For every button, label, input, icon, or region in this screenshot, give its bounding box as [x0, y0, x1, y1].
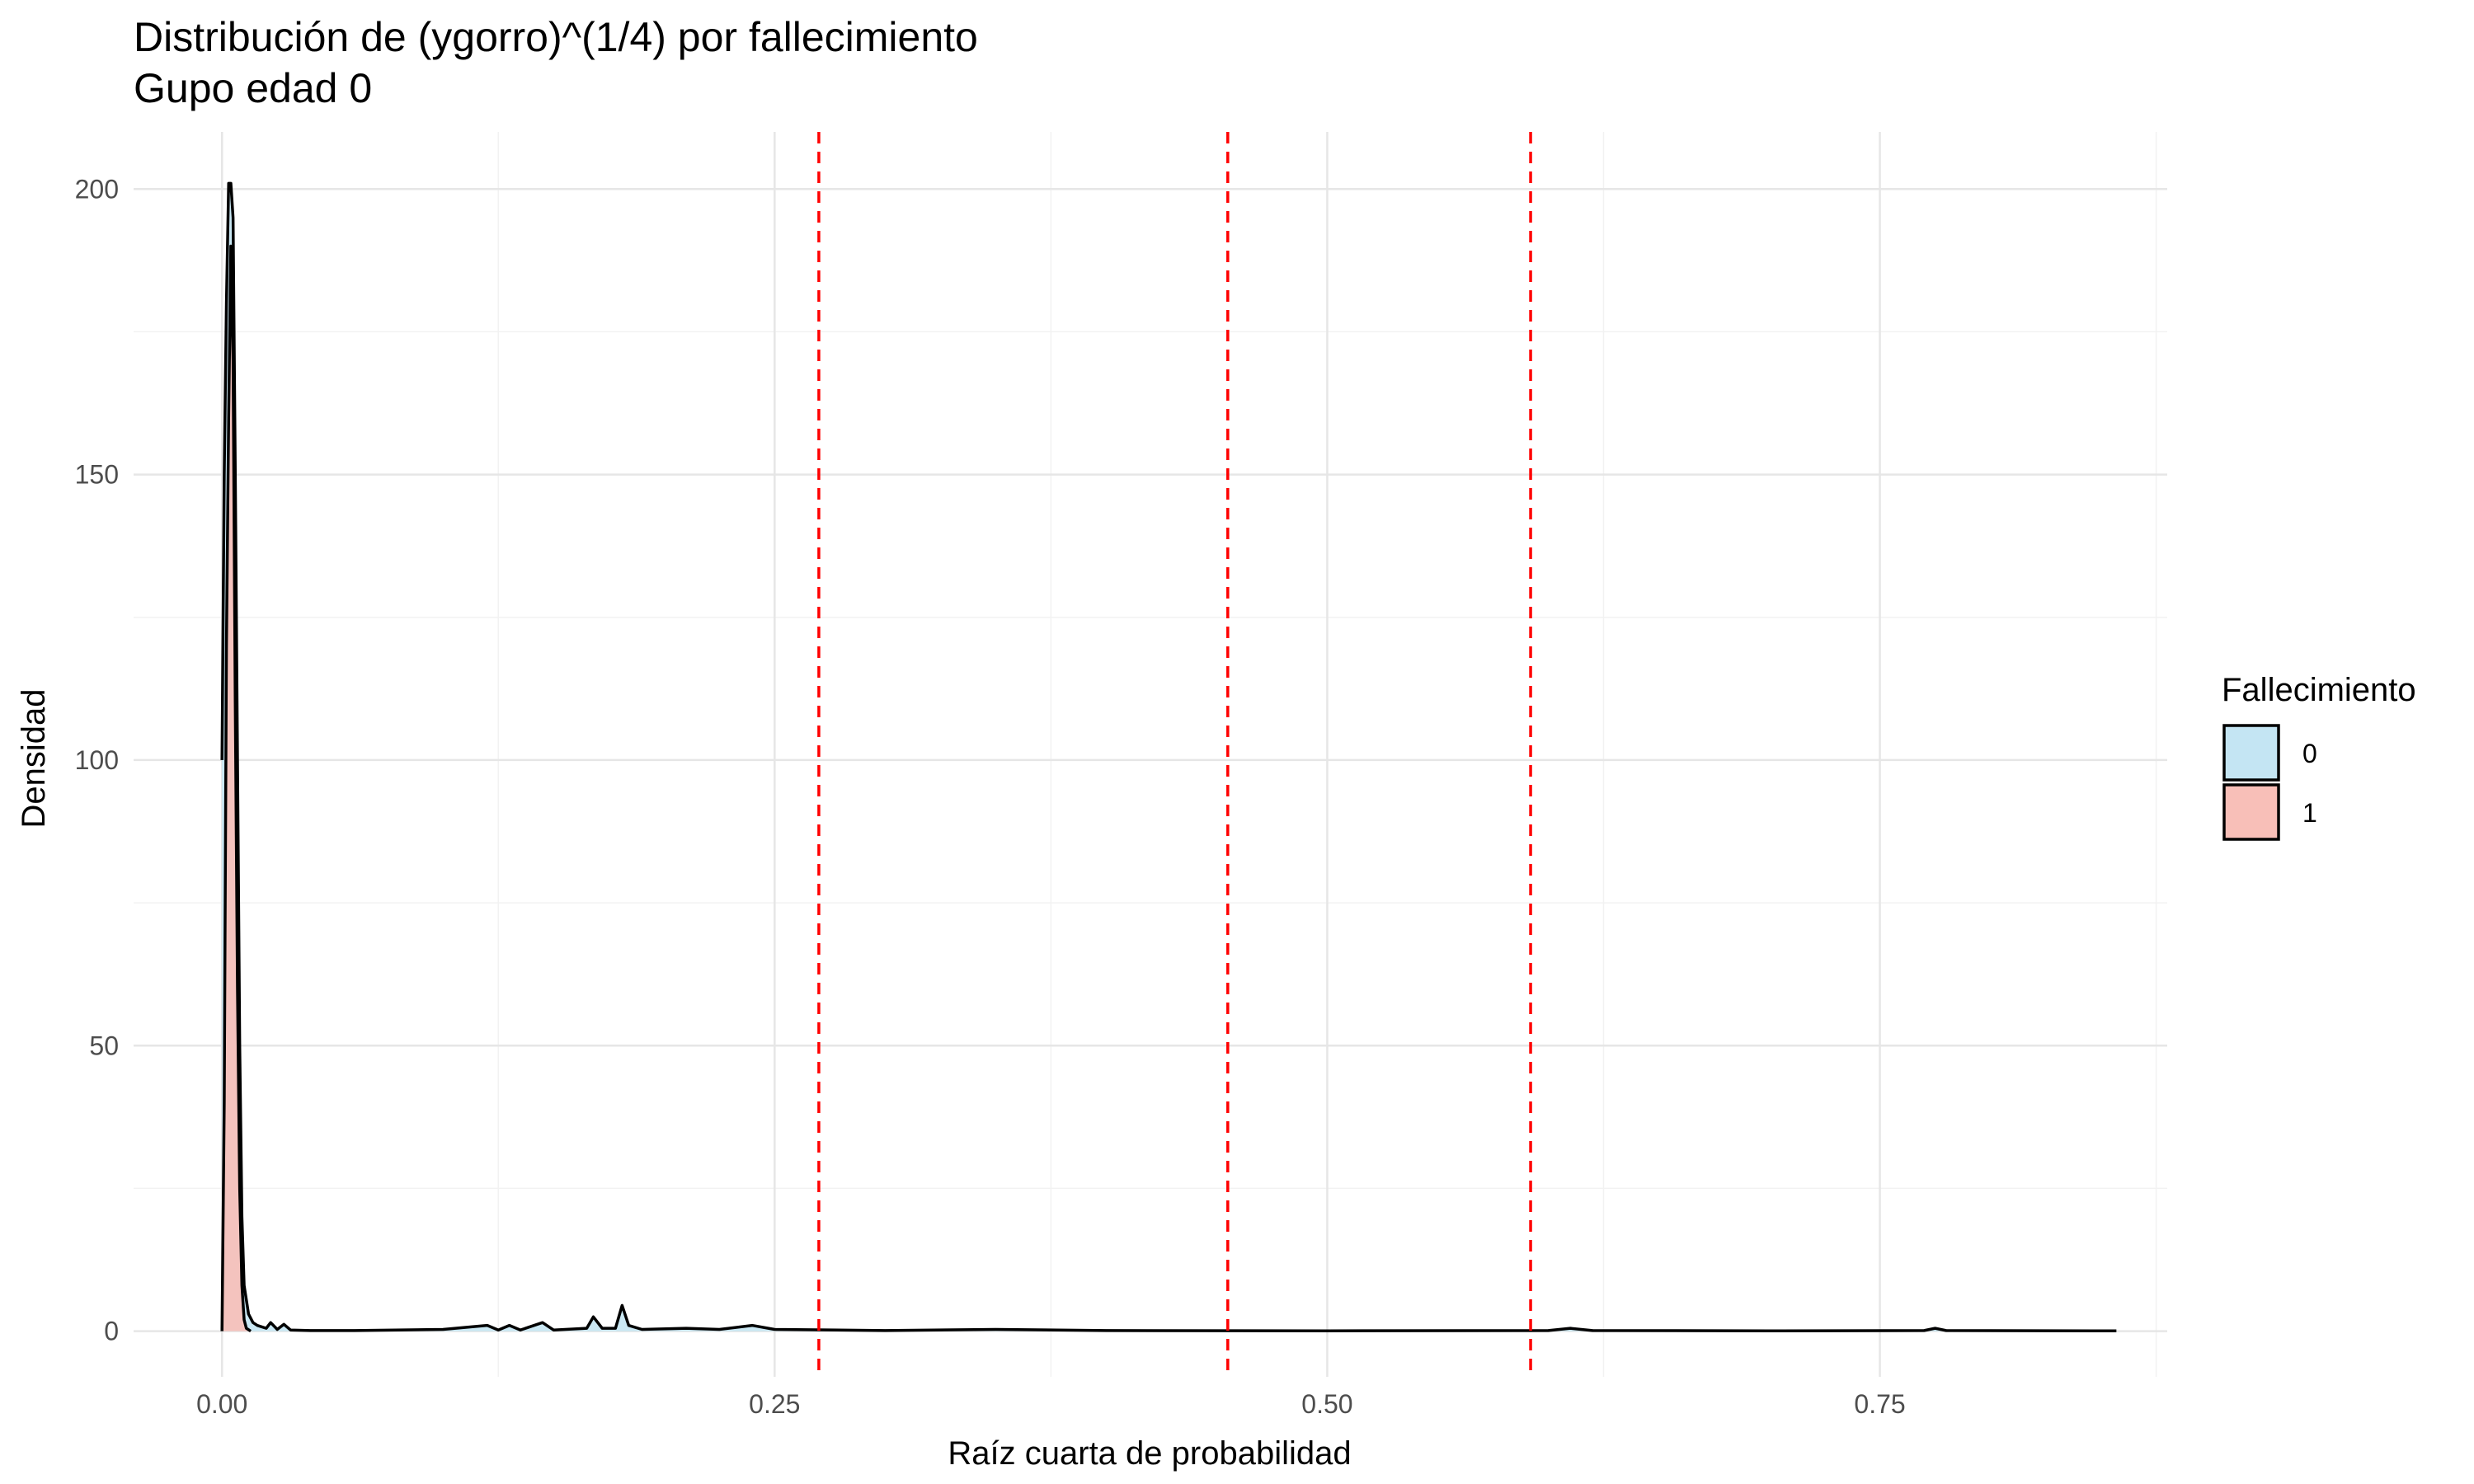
chart-title: Distribución de (ygorro)^(1/4) por falle… — [134, 14, 978, 60]
density-outline-0 — [220, 181, 2117, 1332]
reference-lines — [817, 132, 1532, 1377]
legend-key-0 — [2222, 724, 2280, 782]
y-tick-label: 50 — [89, 1031, 119, 1060]
density-areas — [220, 181, 2117, 1333]
y-tick-label: 100 — [75, 745, 119, 775]
x-tick-label: 0.25 — [749, 1389, 800, 1419]
legend-keys: 01 — [2222, 724, 2317, 841]
x-tick-label: 0.50 — [1301, 1389, 1352, 1419]
y-tick-label: 0 — [104, 1317, 119, 1346]
x-tick-label: 0.75 — [1854, 1389, 1905, 1419]
y-tick-label: 200 — [75, 174, 119, 204]
density-area-1 — [222, 246, 252, 1331]
x-tick-label: 0.00 — [196, 1389, 247, 1419]
legend-label-1: 1 — [2302, 798, 2317, 828]
density-outline-1 — [220, 244, 252, 1333]
x-axis-title: Raíz cuarta de probabilidad — [948, 1435, 1351, 1472]
density-area-0 — [222, 183, 2117, 1331]
tick-labels: 0.00 0.25 0.50 0.75 0 50 100 150 200 — [75, 174, 1906, 1419]
gridlines — [134, 132, 2167, 1377]
y-axis-title: Densidad — [16, 688, 52, 828]
chart-subtitle: Gupo edad 0 — [134, 65, 372, 111]
legend: Fallecimiento 01 — [2222, 672, 2416, 841]
legend-key-1 — [2222, 783, 2280, 841]
legend-title: Fallecimiento — [2222, 672, 2416, 708]
legend-label-0: 0 — [2302, 739, 2317, 768]
y-tick-label: 150 — [75, 460, 119, 490]
